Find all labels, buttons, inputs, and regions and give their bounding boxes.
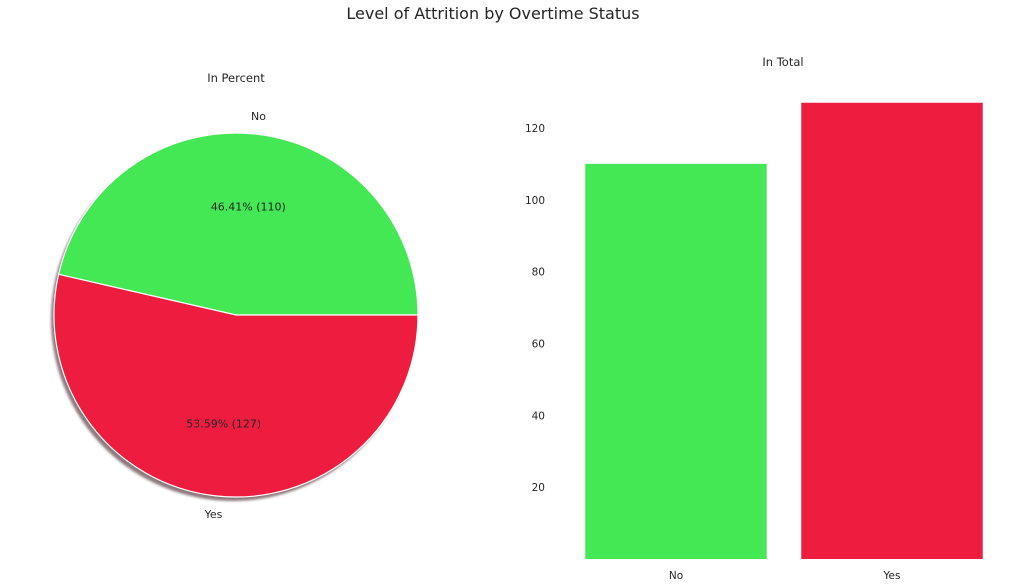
bar-panel: In Total 20 40 60 80 100 120 No Yes [525,55,983,582]
y-tick-label-60: 60 [532,338,545,350]
y-tick-label-40: 40 [532,410,545,422]
pie-percent-yes: 53.59% (127) [186,418,261,431]
y-tick-label-80: 80 [532,267,545,279]
x-tick-label-no: No [669,570,683,582]
pie-label-no: No [251,110,266,123]
figure-title: Level of Attrition by Overtime Status [346,4,639,23]
pie-labels: No 46.41% (110) Yes 53.59% (127) [186,110,286,521]
pie-panel: In Percent No 46.41% (110) Yes 53.59% (127) [51,71,419,521]
y-tick-label-100: 100 [525,195,545,207]
pie-title: In Percent [207,71,265,85]
pie-slice-no [57,132,419,316]
pie-percent-no: 46.41% (110) [211,200,286,213]
x-tick-label-yes: Yes [883,570,901,582]
bar-y-axis: 20 40 60 80 100 120 [525,123,545,494]
bar-series [585,102,983,560]
pie-slice-yes [53,273,419,498]
pie-slices [53,132,419,498]
y-tick-label-20: 20 [532,482,545,494]
pie-label-yes: Yes [204,508,223,521]
bar-no [585,163,767,559]
y-tick-label-120: 120 [525,123,545,135]
bar-x-axis: No Yes [669,570,901,582]
bar-yes [801,102,983,560]
bar-title: In Total [762,55,803,69]
